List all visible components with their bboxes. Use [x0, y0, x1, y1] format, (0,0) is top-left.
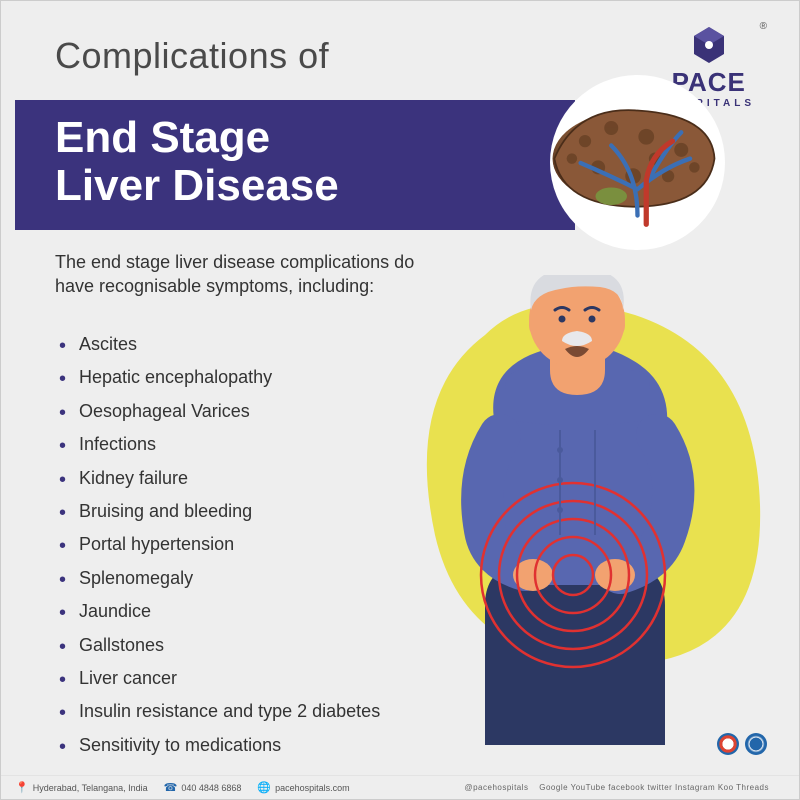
accreditation-badges — [717, 733, 767, 755]
list-item: Oesophageal Varices — [55, 400, 415, 423]
list-item: Splenomegaly — [55, 567, 415, 590]
footer-website-text: pacehospitals.com — [275, 783, 350, 793]
list-item: Gallstones — [55, 634, 415, 657]
list-item: Portal hypertension — [55, 533, 415, 556]
brand-logo-icon — [689, 25, 729, 65]
list-item: Jaundice — [55, 600, 415, 623]
footer-phone: ☎ 040 4848 6868 — [164, 781, 242, 794]
infographic-card: ® Complications of PACE HOSPITALS End St… — [0, 0, 800, 800]
globe-icon: 🌐 — [257, 781, 271, 794]
footer-location: 📍 Hyderabad, Telangana, India — [15, 781, 148, 794]
list-item: Liver cancer — [55, 667, 415, 690]
footer-social-text: Google YouTube facebook twitter Instagra… — [539, 783, 769, 792]
list-item: Sensitivity to medications — [55, 734, 415, 757]
kicker-heading: Complications of — [55, 35, 329, 77]
intro-text: The end stage liver disease complication… — [55, 250, 415, 299]
liver-icon — [550, 83, 725, 243]
list-item: Infections — [55, 433, 415, 456]
list-item: Bruising and bleeding — [55, 500, 415, 523]
patient-illustration — [365, 275, 765, 745]
footer-handle: @pacehospitals — [464, 783, 528, 792]
list-item: Ascites — [55, 333, 415, 356]
accred-badge-icon — [717, 733, 739, 755]
pin-icon: 📍 — [15, 781, 29, 794]
phone-icon: ☎ — [164, 781, 178, 794]
title-banner: End Stage Liver Disease — [15, 100, 575, 230]
list-item: Insulin resistance and type 2 diabetes — [55, 700, 415, 723]
accred-badge-icon — [745, 733, 767, 755]
footer-location-text: Hyderabad, Telangana, India — [33, 783, 148, 793]
footer-bar: 📍 Hyderabad, Telangana, India ☎ 040 4848… — [1, 775, 799, 799]
title-line-1: End Stage — [55, 114, 575, 162]
symptom-list: Ascites Hepatic encephalopathy Oesophage… — [55, 333, 415, 767]
registered-mark: ® — [760, 21, 767, 32]
inner-panel: ® Complications of PACE HOSPITALS End St… — [15, 15, 785, 785]
footer-social: @pacehospitals Google YouTube facebook t… — [464, 783, 769, 792]
footer-website: 🌐 pacehospitals.com — [257, 781, 349, 794]
footer-phone-text: 040 4848 6868 — [181, 783, 241, 793]
liver-illustration-circle — [550, 75, 725, 250]
list-item: Kidney failure — [55, 467, 415, 490]
title-line-2: Liver Disease — [55, 162, 575, 210]
list-item: Hepatic encephalopathy — [55, 366, 415, 389]
